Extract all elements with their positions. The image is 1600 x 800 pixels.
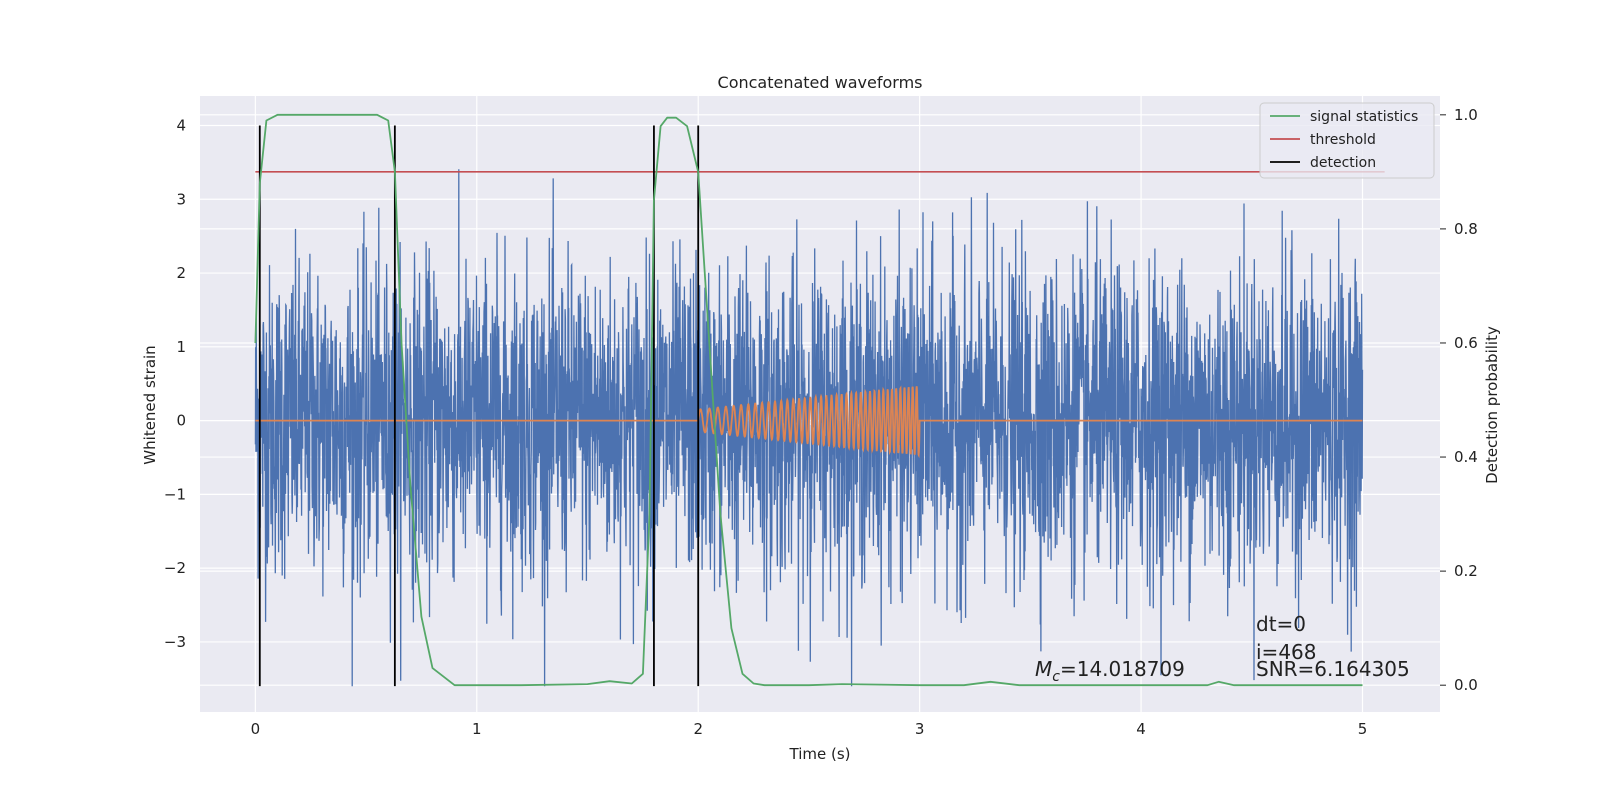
y-axis-right-label: Detection probability	[1483, 326, 1501, 484]
y-tick-label: 2	[176, 264, 186, 282]
annotation-mc-value: =14.018709	[1060, 657, 1185, 681]
legend-box	[1259, 102, 1435, 179]
annotation-mc: Mc=14.018709	[1035, 657, 1185, 685]
strain-series	[254, 169, 1364, 687]
annotation-snr: SNR=6.164305	[1256, 657, 1410, 681]
y-right-tick-label: 0.6	[1454, 334, 1478, 352]
signal-statistics-series	[254, 113, 1363, 687]
legend-label-threshold: threshold	[1310, 132, 1376, 148]
y-right-tick-label: 0.4	[1454, 448, 1478, 466]
legend: signal statistics threshold detection	[1259, 102, 1435, 179]
y-right-tick-label: 1.0	[1454, 106, 1478, 124]
x-tick-label: 5	[1358, 720, 1368, 738]
x-tick-label: 4	[1136, 720, 1146, 738]
y-right-tick-label: 0.2	[1454, 562, 1478, 580]
y-tick-label: 0	[176, 412, 186, 430]
x-tick-label: 3	[915, 720, 925, 738]
y-right-tick-label: 0.8	[1454, 220, 1478, 238]
annotation-i: i=468	[1256, 640, 1317, 664]
template-series	[255, 385, 1363, 459]
chart-title: Concatenated waveforms	[718, 73, 923, 92]
series-layer	[254, 113, 1385, 687]
axes: 0 1 2 3 4 5 −3 −2 −1 0 1 2 3 4 0.0 0.2 0.4 0.6 0.8 1.0	[164, 106, 1478, 738]
legend-label-detection: detection	[1310, 155, 1376, 171]
legend-label-signal-statistics: signal statistics	[1310, 109, 1418, 125]
y-tick-label: −3	[164, 633, 186, 651]
x-tick-label: 2	[693, 720, 703, 738]
y-tick-label: 1	[176, 338, 186, 356]
y-right-tick-label: 0.0	[1454, 676, 1478, 694]
y-tick-label: 4	[176, 117, 186, 135]
y-tick-label: 3	[176, 190, 186, 208]
y-axis-label: Whitened strain	[141, 345, 159, 464]
x-tick-label: 0	[251, 720, 261, 738]
annotation-dt: dt=0	[1256, 612, 1306, 636]
y-tick-label: −1	[164, 485, 186, 503]
y-tick-label: −2	[164, 559, 186, 577]
x-tick-label: 1	[472, 720, 482, 738]
x-axis-label: Time (s)	[789, 745, 851, 763]
